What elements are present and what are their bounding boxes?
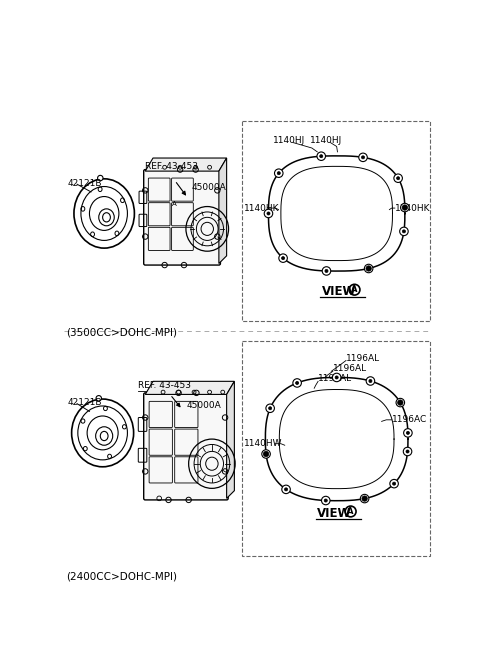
Polygon shape [227, 381, 234, 499]
Text: 1140HK: 1140HK [395, 204, 430, 213]
Circle shape [266, 404, 275, 413]
Circle shape [325, 270, 328, 272]
Circle shape [269, 407, 272, 410]
Text: 1140HJ: 1140HJ [273, 136, 305, 145]
Circle shape [360, 495, 369, 502]
FancyBboxPatch shape [144, 170, 220, 265]
Text: VIEW: VIEW [322, 285, 357, 298]
Text: (3500CC>DOHC-MPI): (3500CC>DOHC-MPI) [66, 327, 177, 337]
Bar [242, 340, 430, 556]
Circle shape [279, 254, 288, 262]
Circle shape [396, 176, 400, 180]
Circle shape [369, 379, 372, 382]
Circle shape [324, 499, 327, 502]
Circle shape [264, 209, 273, 218]
Circle shape [366, 377, 375, 385]
Text: 1196AL: 1196AL [333, 364, 367, 373]
Circle shape [403, 206, 407, 209]
Circle shape [402, 205, 408, 210]
Text: A: A [171, 201, 176, 207]
Circle shape [361, 156, 365, 159]
Text: 1196AL: 1196AL [318, 375, 352, 383]
Circle shape [362, 496, 367, 501]
Circle shape [333, 373, 341, 382]
Circle shape [390, 480, 398, 488]
Text: 1140HK: 1140HK [244, 204, 279, 213]
Circle shape [407, 432, 409, 434]
Circle shape [282, 256, 285, 260]
Text: A: A [348, 507, 354, 516]
Circle shape [366, 266, 372, 271]
Polygon shape [145, 381, 234, 394]
Text: A: A [351, 285, 358, 294]
Circle shape [262, 450, 270, 459]
Circle shape [367, 267, 370, 270]
Text: 1140HW: 1140HW [244, 439, 283, 448]
Circle shape [97, 175, 103, 181]
Circle shape [394, 174, 402, 182]
Circle shape [397, 400, 403, 405]
Circle shape [364, 264, 373, 273]
Text: 45000A: 45000A [186, 401, 221, 409]
Text: REF. 43-453: REF. 43-453 [137, 381, 191, 390]
Text: 1140HJ: 1140HJ [311, 136, 343, 145]
Circle shape [363, 497, 366, 500]
FancyBboxPatch shape [144, 393, 228, 500]
Text: 42121B: 42121B [68, 179, 102, 188]
Circle shape [267, 212, 270, 215]
Circle shape [406, 450, 409, 453]
Text: (2400CC>DOHC-MPI): (2400CC>DOHC-MPI) [66, 571, 177, 581]
Circle shape [402, 230, 406, 233]
Circle shape [322, 497, 330, 504]
Circle shape [404, 428, 412, 437]
Circle shape [322, 267, 331, 276]
Text: REF. 43-453: REF. 43-453 [145, 162, 198, 171]
Text: VIEW: VIEW [317, 507, 352, 520]
Circle shape [403, 447, 412, 456]
Circle shape [264, 451, 269, 457]
Circle shape [317, 152, 325, 161]
Text: 1196AC: 1196AC [392, 415, 427, 424]
Polygon shape [219, 158, 227, 264]
Circle shape [396, 398, 405, 407]
Circle shape [277, 172, 280, 174]
Bar [242, 121, 430, 321]
Circle shape [275, 169, 283, 177]
Circle shape [264, 453, 268, 455]
Text: 45000A: 45000A [192, 182, 227, 192]
Circle shape [296, 381, 299, 384]
Text: 42121B: 42121B [68, 398, 102, 407]
Circle shape [401, 203, 409, 212]
Circle shape [393, 482, 396, 485]
Circle shape [285, 488, 288, 491]
Circle shape [359, 153, 367, 161]
Circle shape [282, 485, 290, 493]
Circle shape [293, 379, 301, 387]
Circle shape [399, 401, 402, 404]
Circle shape [400, 227, 408, 236]
Circle shape [96, 396, 101, 401]
Circle shape [335, 376, 338, 379]
Polygon shape [145, 158, 227, 171]
Text: 1196AL: 1196AL [346, 354, 380, 363]
Circle shape [320, 155, 323, 157]
